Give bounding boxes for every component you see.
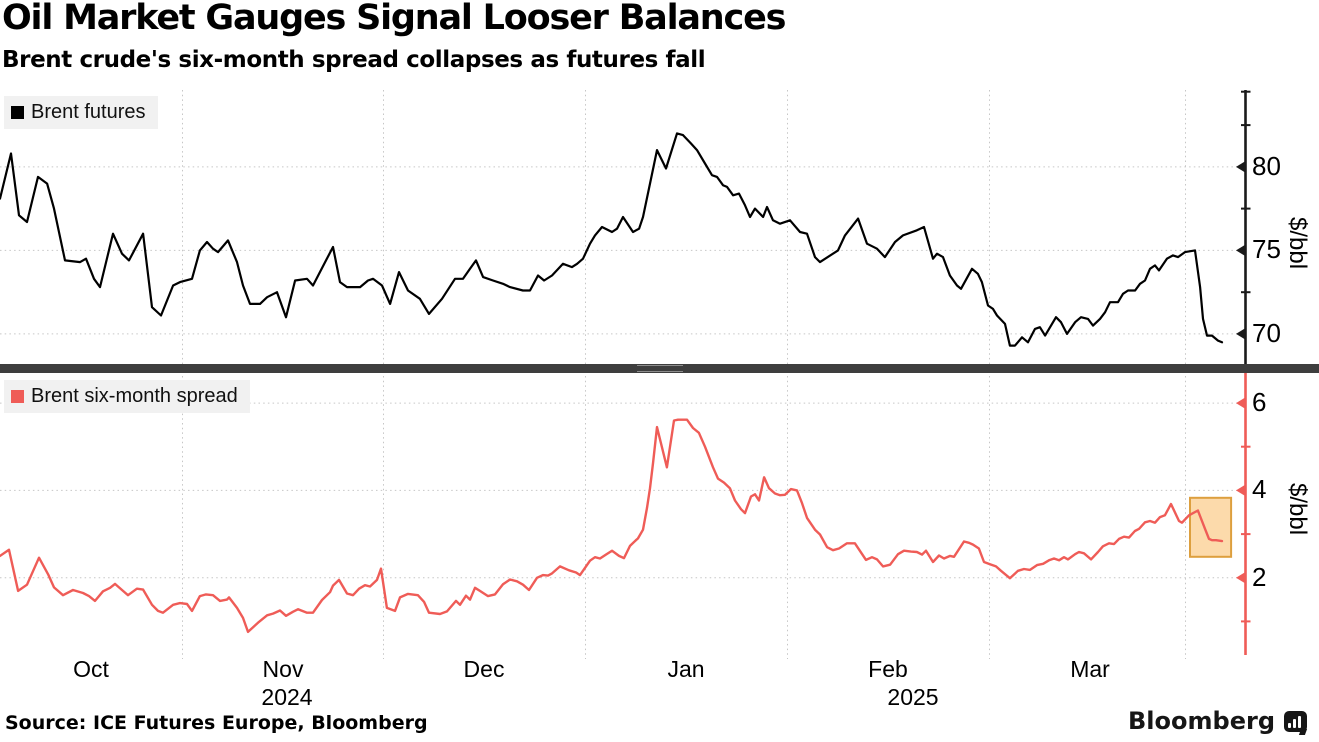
x-tick-label: Feb bbox=[868, 656, 908, 682]
y-tick-label: 75 bbox=[1252, 233, 1281, 264]
splitter-grip-icon bbox=[636, 365, 683, 372]
x-year-label: 2025 bbox=[887, 684, 939, 710]
highlight-annotation-box bbox=[1189, 496, 1233, 558]
y-axis-unit-bottom: $/bbl bbox=[1284, 482, 1311, 536]
x-tick-label: Jan bbox=[667, 656, 705, 682]
x-axis-year-labels: 2024 2025 bbox=[0, 684, 1319, 710]
legend-brent-futures[interactable]: Brent futures bbox=[4, 96, 158, 129]
legend-swatch-red-icon bbox=[11, 390, 24, 403]
y-tick-label: 4 bbox=[1252, 473, 1267, 504]
bloomberg-terminal-icon bbox=[1284, 710, 1307, 732]
legend-label-brent-futures: Brent futures bbox=[31, 101, 146, 123]
bloomberg-wordmark: Bloomberg bbox=[1128, 707, 1275, 735]
y-tick-label: 2 bbox=[1252, 561, 1267, 592]
chart-title: Oil Market Gauges Signal Looser Balances bbox=[2, 0, 786, 38]
x-tick-label: Oct bbox=[73, 656, 109, 682]
y-tick-label: 6 bbox=[1252, 386, 1267, 417]
major-tick-arrow bbox=[1236, 484, 1245, 496]
major-tick-arrow bbox=[1236, 572, 1245, 584]
y-tick-label: 70 bbox=[1252, 317, 1281, 348]
legend-label-brent-spread: Brent six-month spread bbox=[31, 385, 238, 407]
y-axis-unit-top: $/bbl bbox=[1284, 216, 1311, 270]
x-tick-label: Dec bbox=[463, 656, 505, 682]
x-tick-label: Nov bbox=[262, 656, 304, 682]
chart-subtitle: Brent crude's six-month spread collapses… bbox=[2, 47, 706, 73]
bloomberg-logo: Bloomberg bbox=[1128, 707, 1307, 735]
major-tick-arrow bbox=[1236, 397, 1245, 409]
legend-swatch-black-icon bbox=[11, 106, 24, 119]
panel-splitter[interactable] bbox=[0, 364, 1319, 373]
x-tick-label: Mar bbox=[1070, 656, 1110, 682]
brent-spread-line bbox=[0, 418, 1224, 634]
legend-brent-spread[interactable]: Brent six-month spread bbox=[4, 380, 250, 413]
source-line: Source: ICE Futures Europe, Bloomberg bbox=[5, 712, 428, 734]
major-tick-arrow bbox=[1236, 161, 1245, 173]
major-tick-arrow bbox=[1236, 328, 1245, 340]
major-tick-arrow bbox=[1236, 244, 1245, 256]
x-year-label: 2024 bbox=[261, 684, 313, 710]
x-axis-month-labels: Oct Nov Dec Jan Feb Mar bbox=[0, 656, 1319, 682]
brent-futures-line bbox=[0, 132, 1224, 347]
y-tick-label: 80 bbox=[1252, 150, 1281, 181]
